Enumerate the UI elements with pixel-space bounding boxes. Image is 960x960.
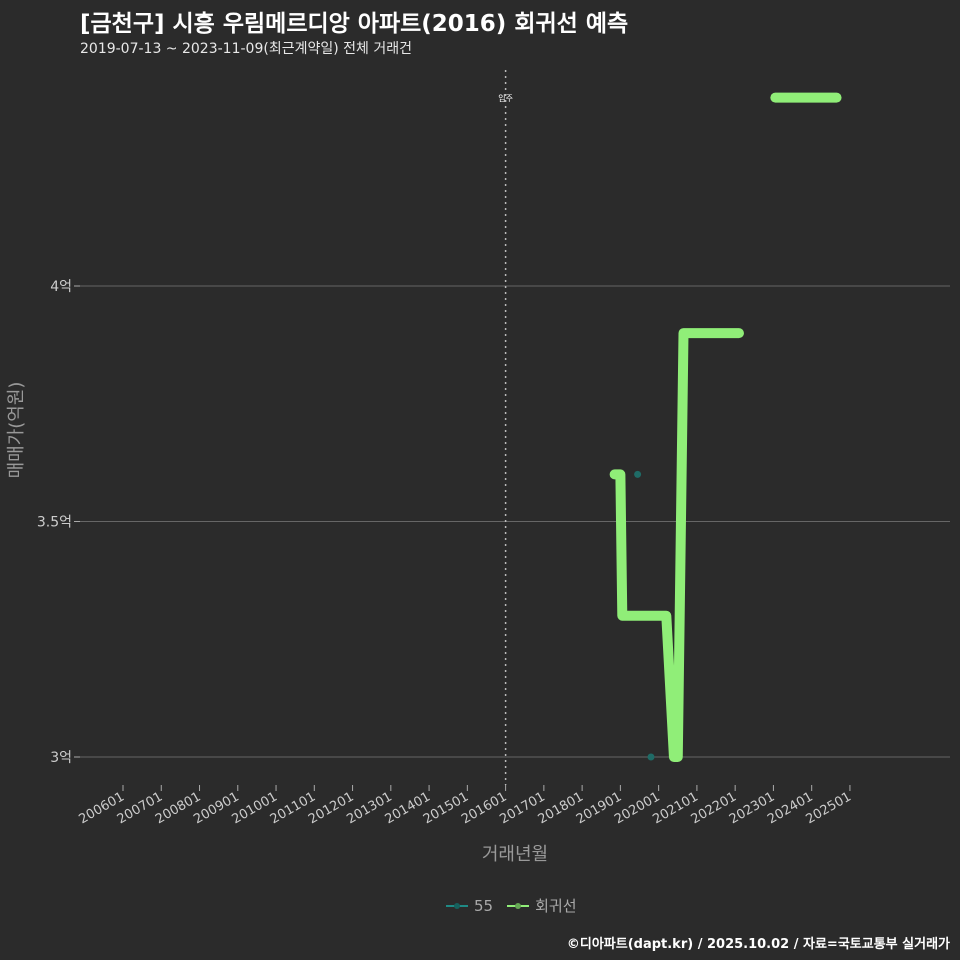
regression-line <box>609 328 744 762</box>
y-tick-label: 3.5억 <box>37 515 72 531</box>
x-axis-title: 거래년월 <box>482 844 548 865</box>
legend-label-55: 55 <box>474 896 494 915</box>
y-axis-title: 매매가(억원) <box>6 382 27 479</box>
legend: 55 회귀선 <box>446 895 577 916</box>
move-in-label: 입주 <box>498 94 513 103</box>
footer-credit: ©디아파트(dapt.kr) / 2025.10.02 / 자료=국토교통부 실… <box>566 937 950 952</box>
legend-label-regression: 회귀선 <box>535 897 577 915</box>
legend-key-55 <box>446 904 468 907</box>
data-point-55 <box>647 753 655 761</box>
data-point-55 <box>634 470 642 478</box>
chart-title: [금천구] 시흥 우림메르디앙 아파트(2016) 회귀선 예측 <box>80 11 629 37</box>
y-tick-label: 3억 <box>50 750 72 766</box>
legend-key-regression <box>507 904 530 907</box>
chart-subtitle: 2019-07-13 ~ 2023-11-09(최근계약일) 전체 거래건 <box>80 41 412 57</box>
y-tick-label: 4억 <box>50 279 72 295</box>
